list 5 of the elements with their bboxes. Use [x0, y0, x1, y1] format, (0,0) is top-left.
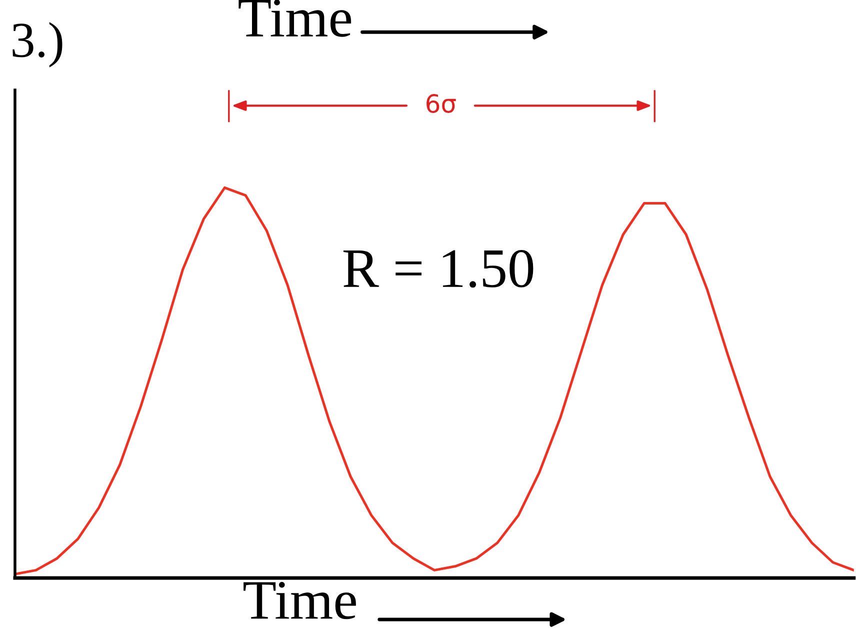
x-axis-title: Time: [244, 582, 356, 620]
text: Time: [238, 0, 352, 37]
text: 3.): [12, 22, 62, 68]
text: 6σ: [426, 94, 456, 113]
annotation: R = 1.50: [344, 250, 534, 288]
